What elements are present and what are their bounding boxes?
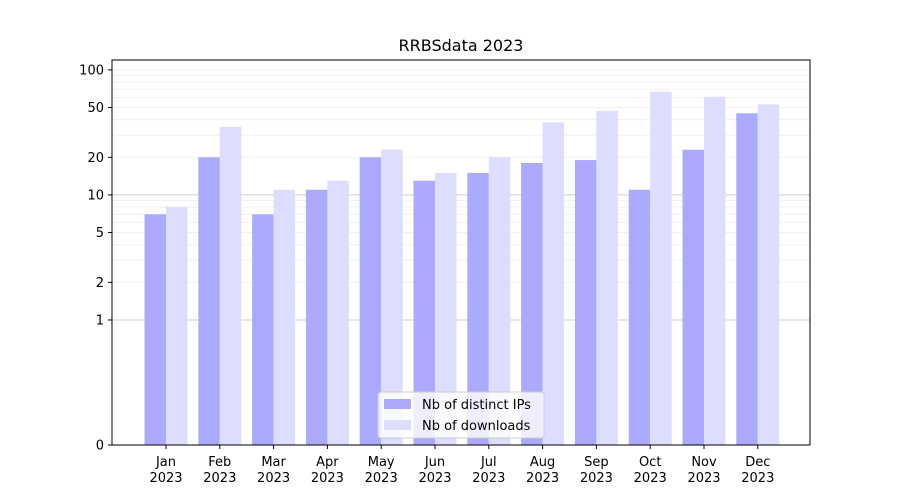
bar-downloads-oct (650, 91, 672, 445)
bar-distinct-ips-sep (574, 160, 597, 445)
x-tick-label: Oct (639, 455, 661, 470)
bar-downloads-jul (488, 157, 511, 445)
plot-frame (111, 59, 811, 446)
y-tick-label: 50 (87, 101, 104, 116)
bar-distinct-ips-apr (305, 189, 328, 445)
x-tick-sublabel: 2023 (257, 471, 290, 486)
bar-downloads-dec (757, 104, 780, 445)
x-tick-label: Feb (208, 455, 231, 470)
x-tick-label: Nov (691, 455, 717, 470)
bar-distinct-ips-jun (413, 180, 435, 445)
legend-swatch (384, 420, 411, 430)
y-tick-label: 20 (87, 151, 104, 166)
x-tick-sublabel: 2023 (149, 471, 182, 486)
bar-distinct-ips-jul (467, 172, 489, 445)
x-tick-label: Jan (155, 455, 176, 470)
x-tick-label: Sep (584, 455, 609, 470)
bars (144, 91, 780, 446)
x-tick-sublabel: 2023 (311, 471, 344, 486)
x-tick-sublabel: 2023 (365, 471, 398, 486)
x-tick-sublabel: 2023 (203, 471, 236, 486)
y-tick-label: 1 (96, 313, 104, 328)
x-tick-sublabel: 2023 (418, 471, 451, 486)
bar-distinct-ips-nov (682, 149, 704, 446)
y-tick-label: 10 (87, 188, 104, 203)
x-tick-sublabel: 2023 (741, 471, 774, 486)
bar-distinct-ips-oct (628, 189, 651, 445)
x-tick-sublabel: 2023 (634, 471, 667, 486)
bar-distinct-ips-aug (521, 163, 543, 445)
x-tick-label: Jul (480, 455, 497, 470)
x-tick-sublabel: 2023 (526, 471, 559, 486)
y-tick-label: 5 (96, 226, 104, 241)
bar-downloads-sep (596, 110, 618, 445)
x-tick-label: May (368, 455, 395, 470)
bar-distinct-ips-jan (144, 214, 166, 445)
legend-box (377, 391, 545, 439)
y-tick-label: 100 (79, 63, 104, 78)
bar-distinct-ips-may (359, 157, 382, 445)
bar-downloads-mar (273, 189, 296, 445)
bar-downloads-jan (166, 207, 188, 445)
bar-downloads-apr (327, 180, 349, 445)
x-axis: Jan2023Feb2023Mar2023Apr2023May2023Jun20… (149, 445, 774, 486)
bar-downloads-feb (219, 126, 242, 446)
y-tick-label: 0 (96, 439, 104, 454)
legend-label: Nb of distinct IPs (422, 398, 531, 413)
bar-distinct-ips-dec (736, 113, 758, 445)
bar-distinct-ips-mar (252, 214, 274, 445)
bar-distinct-ips-feb (198, 157, 220, 445)
y-axis: 0 1 2 5 10 20 50 100 (79, 63, 112, 454)
bar-downloads-jun (435, 172, 457, 445)
x-tick-sublabel: 2023 (580, 471, 613, 486)
x-tick-sublabel: 2023 (472, 471, 505, 486)
x-tick-label: Aug (530, 455, 555, 470)
legend: Nb of distinct IPs Nb of downloads (377, 391, 545, 439)
x-tick-label: Dec (745, 455, 770, 470)
x-tick-label: Jun (424, 455, 445, 470)
legend-swatch (384, 399, 411, 409)
x-tick-label: Mar (261, 455, 286, 470)
chart-title: RRBSdata 2023 (399, 36, 524, 55)
bar-downloads-aug (542, 122, 565, 445)
bar-downloads-may (381, 149, 403, 446)
legend-label: Nb of downloads (422, 419, 531, 434)
bar-downloads-nov (704, 96, 726, 445)
x-tick-label: Apr (316, 455, 339, 470)
x-tick-sublabel: 2023 (687, 471, 720, 486)
y-tick-label: 2 (96, 276, 104, 291)
